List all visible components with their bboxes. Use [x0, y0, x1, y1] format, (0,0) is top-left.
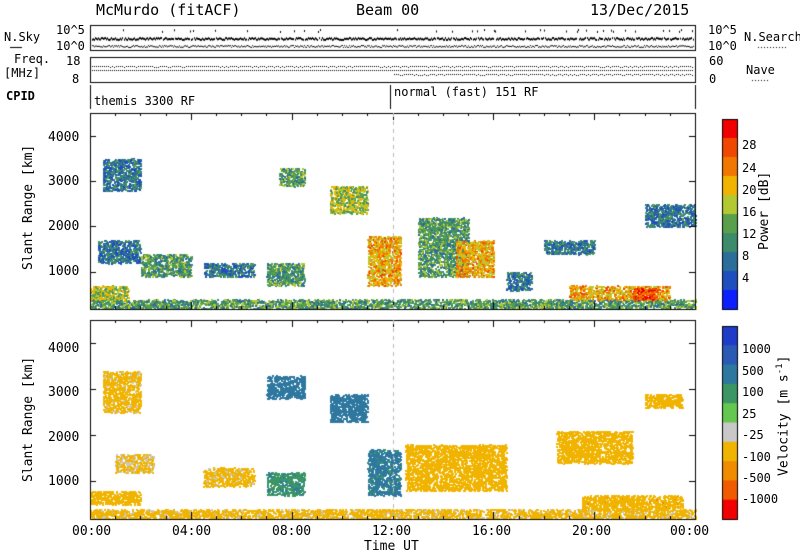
power-ytick-4000: 4000 [48, 130, 80, 145]
nsky-tick-bottom: 10^0 [56, 39, 85, 53]
velocity-cbar-neg500: -500 [742, 471, 771, 485]
velocity-cbar-neg25: -25 [742, 428, 764, 442]
power-cbar-8: 8 [742, 249, 750, 263]
velocity-ytick-4000: 4000 [48, 341, 80, 356]
nsky-label: N.Sky [4, 30, 41, 44]
velocity-cbar-100: 100 [742, 385, 764, 399]
xtick-0800: 08:00 [272, 524, 312, 539]
power-cbar-4: 4 [742, 271, 750, 285]
xlabel-time: Time UT [364, 539, 419, 554]
power-cbar-16: 16 [742, 205, 757, 219]
xtick-2000: 20:00 [572, 524, 612, 539]
velocity-ytick-2000: 2000 [48, 430, 80, 445]
nsearch-tick-top: 10^5 [708, 23, 737, 37]
freq-tick-bottom: 8 [72, 72, 80, 86]
power-cbar-12: 12 [742, 227, 757, 241]
velocity-ytick-3000: 3000 [48, 385, 80, 400]
power-cbar-20: 20 [742, 183, 757, 197]
freq-unit: [MHz] [4, 66, 41, 80]
velocity-cbar-500: 500 [742, 364, 764, 378]
cpid-label: CPID [6, 89, 35, 103]
velocity-cbar-1000: 1000 [742, 342, 771, 356]
power-cbar-28: 28 [742, 138, 757, 152]
power-ytick-3000: 3000 [48, 174, 80, 189]
velocity-ytick-1000: 1000 [48, 474, 80, 489]
xtick-0000: 00:00 [72, 524, 112, 539]
velocity-cbar-neg100: -100 [742, 450, 771, 464]
nsearch-tick-bottom: 10^0 [708, 39, 737, 53]
xtick-1600: 16:00 [472, 524, 512, 539]
power-ylabel: Slant Range [km] [21, 144, 36, 270]
velocity-cbar-25: 25 [742, 407, 757, 421]
xtick-2400: 00:00 [670, 524, 710, 539]
velocity-ylabel: Slant Range [km] [21, 356, 36, 482]
xtick-0400: 04:00 [172, 524, 212, 539]
nave-tick-top: 60 [709, 54, 724, 68]
beam-title: Beam 00 [356, 1, 420, 19]
nave-tick-bottom: 0 [709, 72, 717, 86]
power-cbar-label: Power [dB] [757, 171, 772, 250]
date-title: 13/Dec/2015 [590, 1, 690, 19]
velocity-cbar-neg1000: -1000 [742, 492, 779, 506]
power-cbar-24: 24 [742, 161, 757, 175]
cpid-segment-1: themis 3300 RF [94, 94, 196, 108]
velocity-cbar-label: Velocity [m s-1] [775, 355, 792, 476]
nsearch-label: N.Search [744, 30, 800, 44]
cpid-segment-2: normal (fast) 151 RF [394, 85, 539, 99]
station-title: McMurdo (fitACF) [96, 1, 241, 19]
power-ytick-2000: 2000 [48, 219, 80, 234]
nave-label: Nave [746, 63, 775, 77]
xtick-1200: 12:00 [372, 524, 412, 539]
freq-label: Freq. [14, 52, 51, 66]
freq-tick-top: 18 [66, 54, 81, 68]
power-ytick-1000: 1000 [48, 264, 80, 279]
nsky-tick-top: 10^5 [56, 23, 85, 37]
